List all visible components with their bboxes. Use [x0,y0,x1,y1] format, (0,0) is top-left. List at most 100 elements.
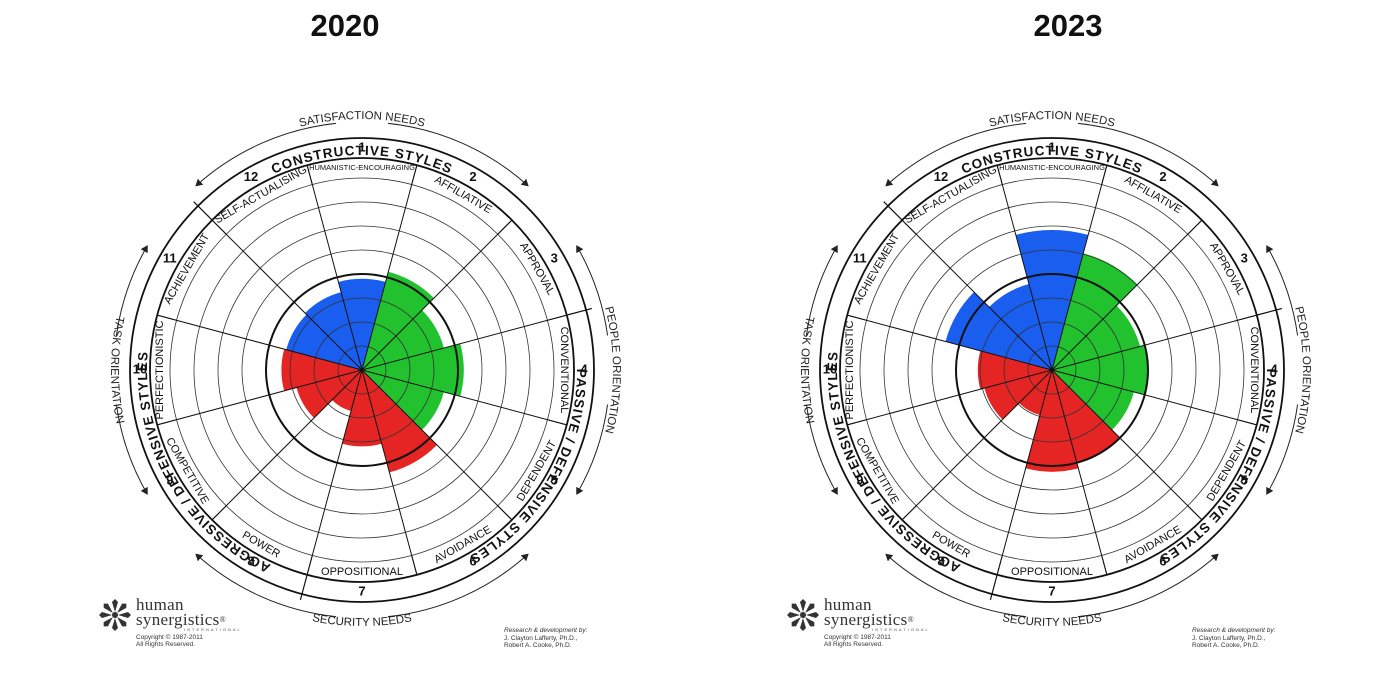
security-needs-label: SECURITY NEEDS [311,612,413,629]
brand-international: INTERNATIONAL [872,627,930,632]
brand-name-line2: synergistics [136,610,220,629]
segment-bar-4 [362,343,464,397]
segment-number-3: 3 [1241,250,1248,265]
segment-number-8: 8 [247,554,254,569]
segment-number-2: 2 [1159,169,1166,184]
segment-number-7: 7 [358,583,365,598]
segment-number-1: 1 [358,139,365,154]
spoke-line [157,314,363,371]
segment-bar-6 [1052,370,1120,463]
research-author-2: Robert A. Cooke, Ph.D. [1192,642,1260,649]
circumplex-panel-2020: HUMANISTIC-ENCOURAGING 1 AFFILIATIVE 2 APPRO… [98,8,622,649]
satisfaction-needs-label: SATISFACTION NEEDS [988,110,1116,130]
chart-title-2020: 2020 [310,8,380,43]
segment-number-9: 9 [166,472,173,487]
wheel-inner-border [839,157,1265,583]
grid-ring [907,225,1197,515]
segment-label-1: HUMANISTIC-ENCOURAGING [309,163,415,172]
spoke-line [996,165,1053,371]
grid-ring [1027,345,1077,395]
research-title: Research & development by: [504,627,588,634]
segment-number-11: 11 [853,250,867,265]
spoke-line [361,165,418,371]
segment-bar-1 [338,278,386,370]
grid-ring [337,345,387,395]
circumplex-chart-2020: HUMANISTIC-ENCOURAGING1AFFILIATIVE2APPRO… [108,110,622,629]
grid-ring [289,297,435,443]
segment-bar-8 [332,370,362,411]
segment-label-10: PERFECTIONISTIC [154,320,166,419]
grid-ring [265,273,459,467]
segment-number-11: 11 [163,250,177,265]
spoke-line [847,314,1053,371]
segment-label-7: OPPOSITIONAL [1011,566,1093,578]
segment-bar-5 [1052,370,1134,430]
segment-bar-8 [1019,370,1052,416]
human-synergistics-logo-icon [98,598,132,632]
spoke-line [361,369,418,575]
wheel-outer-border [819,137,1285,603]
brand-international: INTERNATIONAL [184,627,242,632]
segment-number-9: 9 [856,472,863,487]
segment-label-12: SELF-ACTUALISING [213,164,310,227]
segment-bar-10 [281,349,362,391]
segment-label-1: HUMANISTIC-ENCOURAGING [999,163,1105,172]
segment-number-5: 5 [1241,472,1248,487]
segment-label-4: CONVENTIONAL [1248,327,1260,414]
task-orientation-label: TASK ORIENTATION [798,315,816,425]
segment-number-6: 6 [1159,554,1166,569]
brand-name-line1: human [136,595,184,614]
research-author-2: Robert A. Cooke, Ph.D. [504,642,572,649]
segment-bar-12 [989,283,1052,370]
segment-label-11: ACHIEVEMENT [162,231,212,306]
segment-bar-11 [945,292,1052,370]
segment-bar-7 [342,370,382,447]
segment-bar-7 [1025,370,1079,472]
segment-number-2: 2 [469,169,476,184]
task-orientation-label: TASK ORIENTATION [108,315,126,425]
rights-text: All Rights Reserved. [136,641,195,648]
brand-name-line2: synergistics [824,610,908,629]
grid-ring [313,321,411,419]
grid-ring [859,177,1245,563]
brand-block: human synergistics® INTERNATIONAL Copyri… [824,596,930,648]
spoke-line [211,369,363,521]
spoke-line [1051,165,1108,371]
segment-bar-11 [286,314,362,370]
grid-ring [1003,321,1101,419]
research-title: Research & development by: [1192,627,1276,634]
spoke-line [157,369,363,426]
registered-mark: ® [219,615,226,624]
segment-label-12: SELF-ACTUALISING [903,164,1000,227]
spoke-line [1051,369,1108,575]
human-synergistics-logo-icon [786,598,820,632]
spoke-line [996,369,1053,575]
grid-ring [931,249,1173,491]
segment-number-3: 3 [551,250,558,265]
copyright-text: Copyright © 1987-2011 [824,634,891,641]
research-author-1: J. Clayton Lafferty, Ph.D., [1192,634,1266,642]
segment-number-10: 10 [133,361,147,376]
segment-label-11: ACHIEVEMENT [852,231,902,306]
spoke-line [361,369,513,521]
rights-text: All Rights Reserved. [824,641,883,648]
spoke-line [1051,369,1257,426]
grid-ring [955,273,1149,467]
segment-bar-10 [977,350,1052,390]
segment-bar-2 [362,271,434,370]
segment-number-12: 12 [244,169,258,184]
segment-number-4: 4 [1270,361,1278,376]
segment-number-7: 7 [1048,583,1055,598]
spoke-line [1051,219,1203,371]
spoke-line [361,369,567,426]
segment-bar-1 [1015,230,1089,370]
research-credit: Research & development by: J. Clayton La… [1192,627,1275,650]
segment-number-6: 6 [469,554,476,569]
segment-bar-5 [362,370,444,430]
chart-title-2023: 2023 [1033,8,1103,43]
brand-block: human synergistics® INTERNATIONAL Copyri… [136,595,242,648]
spoke-line [901,369,1053,521]
spoke-line [1051,314,1257,371]
grid-ring [169,177,555,563]
segment-number-1: 1 [1048,139,1055,154]
